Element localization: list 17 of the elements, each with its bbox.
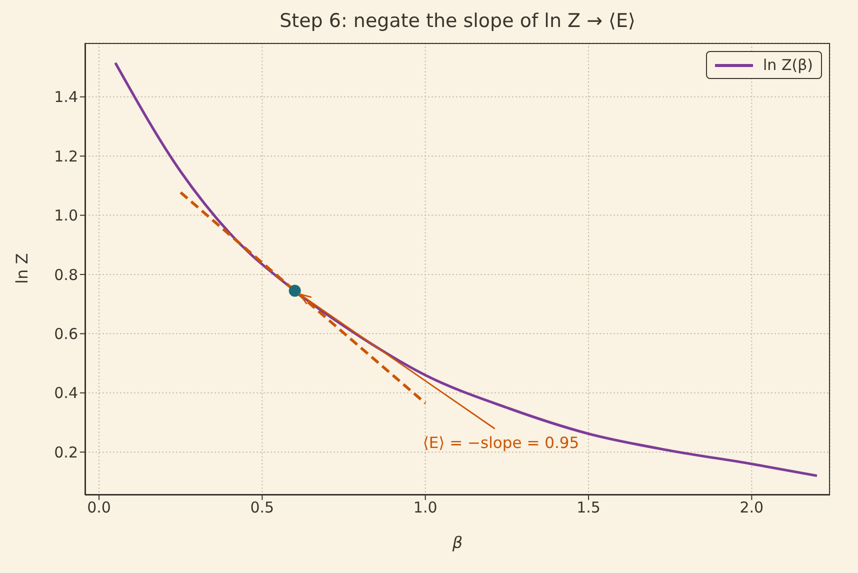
legend-label: ln Z(β) [763, 56, 813, 74]
y-axis-title: ln Z [12, 252, 32, 286]
x-tick-label: 0.0 [87, 498, 111, 517]
y-tick-label: 0.2 [54, 443, 78, 462]
x-tick-label: 2.0 [740, 498, 764, 517]
y-tick-label: 1.0 [54, 206, 78, 225]
x-tick-label: 1.5 [576, 498, 600, 517]
y-tick-label: 0.8 [54, 266, 78, 284]
x-axis-title: β [451, 533, 464, 552]
x-tick-label: 1.0 [413, 498, 438, 517]
x-tick-label: 0.5 [250, 498, 274, 517]
chart-title: Step 6: negate the slope of ln Z → ⟨E⟩ [278, 10, 636, 32]
y-tick-label: 1.4 [54, 88, 78, 106]
y-tick-label: 1.2 [54, 147, 78, 166]
y-tick-label: 0.4 [54, 384, 78, 402]
y-tick-label: 0.6 [54, 325, 78, 343]
annotation: ⟨E⟩ = −slope = 0.95 [422, 434, 580, 452]
